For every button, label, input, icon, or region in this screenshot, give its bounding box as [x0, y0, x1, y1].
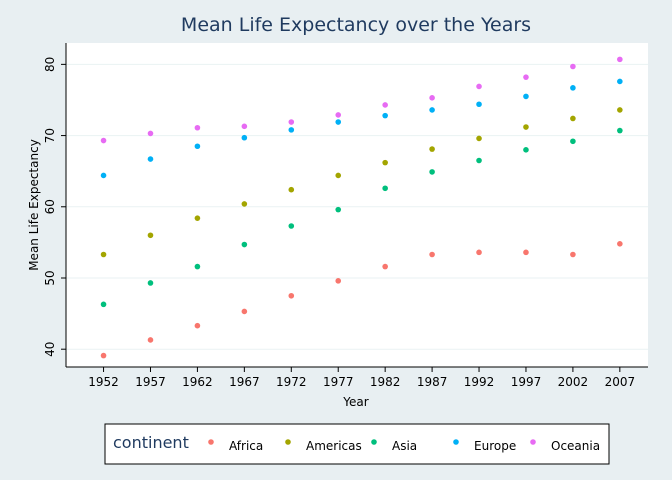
point-oceania [194, 124, 201, 131]
point-americas [523, 124, 529, 130]
point-europe [476, 101, 482, 108]
point-americas [335, 172, 342, 179]
legend-marker-africa [208, 439, 214, 445]
point-oceania [100, 137, 107, 144]
y-tick-label: 80 [43, 57, 57, 72]
x-tick-label: 2007 [605, 375, 636, 389]
legend-marker-oceania [530, 439, 536, 445]
point-asia [147, 280, 154, 286]
point-europe [147, 156, 154, 162]
point-africa [288, 292, 295, 299]
point-americas [429, 146, 435, 152]
point-oceania [335, 112, 342, 118]
x-tick-label: 1972 [276, 375, 307, 389]
legend-label-africa: Africa [229, 439, 263, 453]
legend-box [104, 423, 610, 465]
point-africa [429, 251, 435, 258]
legend-marker-americas [285, 439, 291, 445]
x-tick-label: 1957 [135, 375, 166, 389]
y-tick-label: 70 [43, 128, 57, 143]
point-africa [570, 251, 576, 258]
point-oceania [241, 123, 248, 130]
data-points [100, 56, 623, 359]
point-africa [147, 337, 154, 343]
point-europe [288, 127, 295, 133]
x-tick-label: 1982 [370, 375, 401, 389]
point-africa [335, 278, 342, 284]
y-tick-label: 60 [43, 199, 57, 214]
legend-marker-asia [371, 439, 377, 445]
x-tick-label: 1962 [182, 375, 213, 389]
point-europe [523, 93, 529, 100]
point-americas [382, 159, 388, 166]
point-oceania [523, 74, 529, 80]
point-asia [429, 169, 435, 175]
point-americas [476, 135, 482, 142]
legend-label-asia: Asia [392, 439, 417, 453]
legend-marker-europe [453, 439, 459, 445]
point-africa [617, 241, 623, 247]
point-americas [617, 107, 623, 113]
chart-title: Mean Life Expectancy over the Years [181, 14, 531, 36]
legend-label-americas: Americas [306, 439, 362, 453]
point-americas [241, 201, 248, 207]
point-asia [476, 157, 482, 164]
legend-label-oceania: Oceania [551, 439, 600, 453]
point-europe [570, 85, 576, 91]
point-africa [194, 322, 201, 329]
x-tick-label: 1987 [417, 375, 448, 389]
x-tick-label: 1952 [88, 375, 119, 389]
point-africa [523, 249, 529, 256]
point-asia [288, 223, 295, 229]
point-americas [100, 251, 107, 258]
x-tick-label: 1967 [229, 375, 260, 389]
point-africa [241, 308, 248, 315]
point-europe [100, 172, 107, 179]
point-asia [241, 241, 248, 248]
point-asia [335, 206, 342, 213]
point-oceania [570, 63, 576, 70]
x-tick-label: 1997 [511, 375, 542, 389]
point-oceania [288, 119, 295, 125]
point-asia [523, 147, 529, 153]
point-africa [476, 249, 482, 256]
x-tick-label: 1992 [464, 375, 495, 389]
x-axis-label: Year [342, 395, 368, 409]
point-europe [194, 143, 201, 150]
point-americas [147, 232, 154, 239]
point-africa [100, 352, 107, 359]
y-axis-label: Mean Life Expectancy [27, 139, 41, 271]
point-europe [382, 112, 388, 119]
legend-label-europe: Europe [474, 439, 516, 453]
point-asia [100, 301, 107, 308]
x-tick-label: 2002 [558, 375, 589, 389]
axes: 40 50 60 70 80 1952 1957 1962 1967 1972 1977 1982 19… [43, 43, 648, 389]
gridlines [66, 63, 648, 350]
point-asia [194, 263, 201, 270]
plot-area [66, 43, 648, 367]
point-oceania [617, 56, 623, 63]
point-africa [382, 263, 388, 270]
point-oceania [382, 102, 388, 108]
point-asia [382, 185, 388, 192]
y-tick-label: 50 [43, 270, 57, 285]
point-europe [241, 134, 248, 141]
point-oceania [476, 83, 482, 90]
point-europe [335, 119, 342, 125]
y-tick-label: 40 [43, 342, 57, 357]
point-asia [617, 127, 623, 134]
legend: continent Africa Americas Asia Europe Oceani… [104, 423, 610, 465]
point-oceania [147, 130, 154, 137]
point-europe [617, 78, 623, 85]
legend-title: continent [113, 433, 189, 452]
x-tick-label: 1977 [323, 375, 354, 389]
point-oceania [429, 95, 435, 101]
point-asia [570, 138, 576, 145]
point-americas [194, 215, 201, 221]
point-americas [288, 186, 295, 193]
point-europe [429, 107, 435, 113]
point-americas [570, 115, 576, 122]
